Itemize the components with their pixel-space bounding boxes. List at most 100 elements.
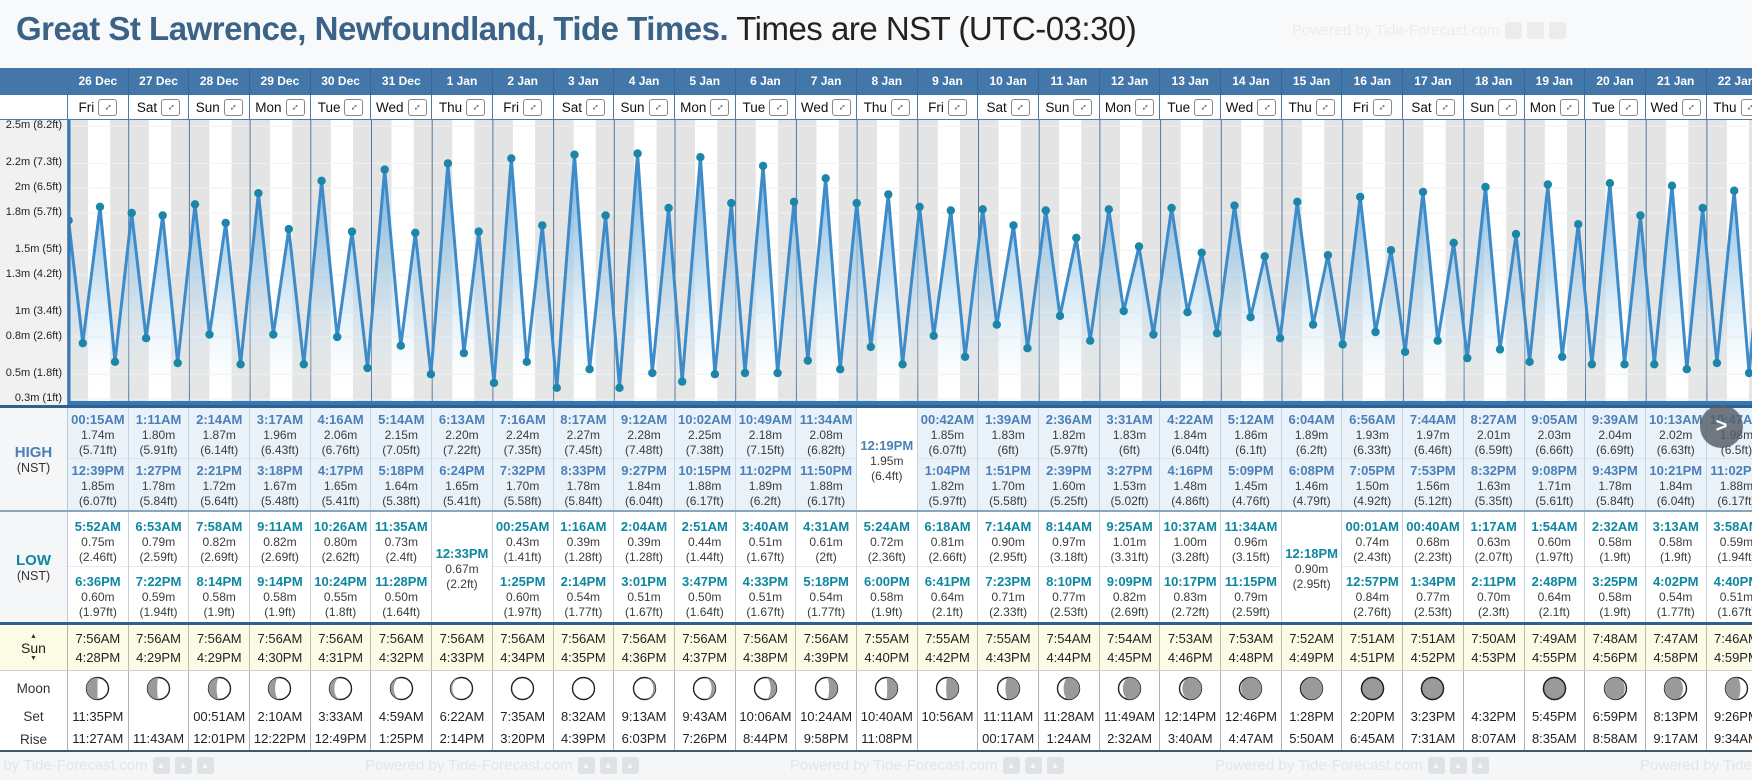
tide-height-ft: (6.04ft) <box>1656 494 1695 508</box>
sunset-time: 4:34PM <box>500 650 546 665</box>
tide-height-m: 1.96m <box>263 428 297 442</box>
moon-phase-icon <box>571 676 596 700</box>
day-name: Thu <box>863 99 887 115</box>
expand-day-button[interactable]: ↔ <box>523 98 543 116</box>
sun-times-cell: 7:50AM 4:53PM <box>1464 625 1525 670</box>
expand-day-button[interactable]: ↔ <box>1498 98 1518 116</box>
tide-time: 12:19PM <box>860 438 914 453</box>
moonrise-time: 00:17AM <box>978 728 1039 750</box>
day-name: Tue <box>742 99 766 115</box>
tide-time: 1:17AM <box>1470 519 1517 534</box>
tide-entry: 10:26AM 0.80m (2.62ft) <box>310 512 371 567</box>
tide-time: 3:01PM <box>621 574 667 589</box>
date-cell: 12 Jan <box>1100 68 1161 95</box>
expand-day-button[interactable]: ↔ <box>407 98 427 116</box>
tide-time: 2:14AM <box>196 412 243 427</box>
tide-height-ft: (1.9ft) <box>871 605 903 619</box>
day-name: Sun <box>620 99 645 115</box>
expand-day-button[interactable]: ↔ <box>223 98 243 116</box>
tide-height-ft: (6ft) <box>1118 443 1141 457</box>
day-name: Fri <box>78 99 95 115</box>
tide-height-ft: (6.4ft) <box>871 469 903 483</box>
expand-day-button[interactable]: ↔ <box>585 98 605 116</box>
watermark-icon: ▲ <box>152 757 170 774</box>
tide-height-m: 2.04m <box>1598 428 1632 442</box>
tide-height-m: 0.60m <box>1537 535 1572 549</box>
date-cell: 28 Dec <box>189 68 251 95</box>
expand-day-button[interactable]: ↔ <box>1372 98 1392 116</box>
expand-day-button[interactable]: ↔ <box>161 98 181 116</box>
tide-entry: 00:40AM 0.68m (2.23ft) <box>1403 512 1463 567</box>
tide-height-ft: (2ft) <box>815 550 837 564</box>
watermark-icon: ▲ <box>1024 757 1042 774</box>
moonrise-time: 9:17AM <box>1646 728 1707 750</box>
expand-day-button[interactable]: ↔ <box>1618 98 1638 116</box>
expand-day-button[interactable]: ↔ <box>710 98 730 116</box>
expand-day-button[interactable]: ↔ <box>947 98 967 116</box>
next-days-button[interactable]: > <box>1700 405 1743 448</box>
expand-day-button[interactable]: ↔ <box>1073 98 1093 116</box>
day-cell: Wed ↔ <box>796 95 857 119</box>
expand-day-button[interactable]: ↔ <box>466 98 486 116</box>
tide-height-ft: (5.97ft) <box>928 494 967 508</box>
expand-day-button[interactable]: ↔ <box>1257 98 1277 116</box>
expand-day-button[interactable]: ↔ <box>648 98 668 116</box>
sunset-time: 4:29PM <box>136 650 181 665</box>
expand-day-button[interactable]: ↔ <box>1194 98 1214 116</box>
date-cell: 3 Jan <box>554 68 615 95</box>
expand-day-button[interactable]: ↔ <box>1740 98 1752 116</box>
moonrise-time: 6:03PM <box>614 728 675 750</box>
tide-height-ft: (1.9ft) <box>264 605 296 619</box>
low-tide-cell: 2:51AM 0.44m (1.44ft) 3:47PM 0.50m (1.64ft) <box>674 512 736 622</box>
tide-entry: 6:53AM 0.79m (2.59ft) <box>128 512 189 567</box>
expand-day-button[interactable]: ↔ <box>1681 98 1701 116</box>
tide-time: 4:33PM <box>742 574 789 589</box>
expand-day-button[interactable]: ↔ <box>98 98 118 116</box>
tide-entry: 11:28PM 0.50m (1.64ft) <box>371 567 431 622</box>
tide-time: 11:50PM <box>800 463 853 478</box>
tide-time: 2:39PM <box>1046 463 1092 478</box>
day-name: Thu <box>438 99 463 115</box>
tide-height-ft: (5.38ft) <box>382 494 421 508</box>
expand-day-button[interactable]: ↔ <box>832 98 852 116</box>
tide-height-ft: (6.1ft) <box>1235 443 1267 457</box>
tide-entry: 1:17AM 0.63m (2.07ft) <box>1463 512 1524 567</box>
chart-y-axis: 2.5m (8.2ft) 2.2m (7.3ft) 2m (6.5ft) 1.8m (… <box>0 120 68 405</box>
tide-entry: 2:21PM 1.72m (5.64ft) <box>189 459 249 510</box>
moonrise-time: 9:34AM <box>1707 728 1752 750</box>
date-cell: 19 Jan <box>1525 68 1586 95</box>
expand-day-button[interactable]: ↔ <box>285 98 305 116</box>
tide-height-ft: (1.9ft) <box>1660 550 1692 564</box>
tide-height-m: 0.63m <box>1476 535 1511 549</box>
moon-phase-icon <box>1360 676 1384 700</box>
expand-day-button[interactable]: ↔ <box>890 98 910 116</box>
tide-height-m: 0.72m <box>870 535 904 549</box>
expand-day-button[interactable]: ↔ <box>1010 98 1030 116</box>
tide-height-m: 1.85m <box>930 428 965 442</box>
tide-height-ft: (6.66ft) <box>1535 443 1574 457</box>
tide-time: 00:40AM <box>1406 519 1460 534</box>
expand-day-button[interactable]: ↔ <box>1435 98 1455 116</box>
tide-time: 1:51PM <box>985 463 1031 478</box>
expand-day-button[interactable]: ↔ <box>1315 98 1335 116</box>
high-tide-cell: 00:42AM 1.85m (6.07ft) 1:04PM 1.82m (5.97ft) <box>917 408 979 510</box>
high-tide-cell: 1:39AM 1.83m (6ft) 1:51PM 1.70m (5.58ft) <box>978 408 1039 510</box>
tide-time: 8:14AM <box>1045 519 1092 534</box>
watermark-icon <box>1548 22 1566 39</box>
day-cell: Sat ↔ <box>554 95 615 119</box>
expand-day-button[interactable]: ↔ <box>1559 98 1579 116</box>
tide-time: 9:25AM <box>1106 519 1153 534</box>
tide-entry: 3:25PM 0.58m (1.9ft) <box>1585 567 1645 622</box>
sunrise-time: 7:56AM <box>621 631 667 646</box>
moonrise-time: 2:32AM <box>1100 728 1161 750</box>
watermark-text: Powered by Tide-Forecast.com <box>1640 757 1752 774</box>
expand-day-button[interactable]: ↔ <box>769 98 789 116</box>
tide-height-m: 1.88m <box>1719 479 1752 493</box>
tide-height-ft: (5.91ft) <box>139 443 178 457</box>
tide-height-m: 0.58m <box>1659 535 1693 549</box>
moonset-row: Set 11:35PM 00:51AM 2:10AM 3:33AM 4:59AM 6:22… <box>0 705 1752 728</box>
expand-day-button[interactable]: ↔ <box>1135 98 1155 116</box>
tide-time: 5:24AM <box>863 519 910 534</box>
tide-height-ft: (1.67ft) <box>746 550 785 564</box>
expand-day-button[interactable]: ↔ <box>344 98 364 116</box>
